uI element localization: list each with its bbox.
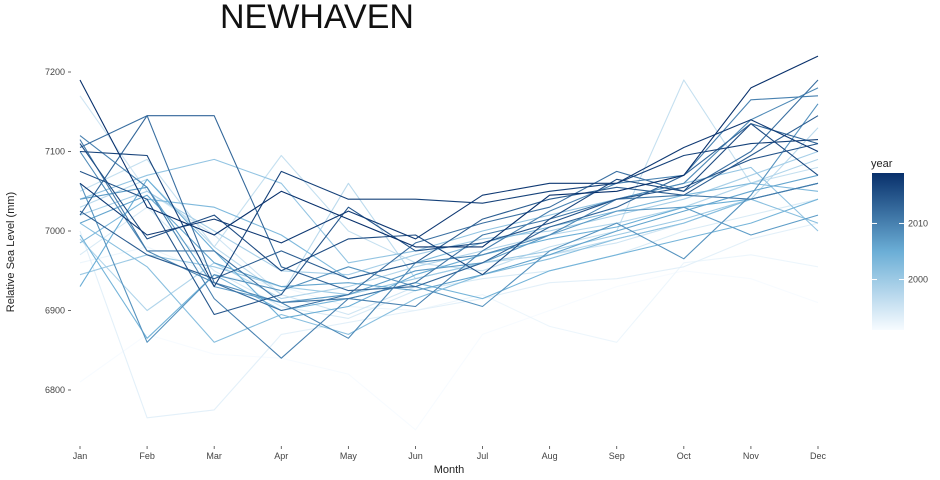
x-tick-label: Feb — [139, 451, 155, 461]
y-tick-label: 6900 — [45, 306, 65, 316]
x-tick-label: Aug — [542, 451, 558, 461]
series-line-2002 — [79, 198, 819, 343]
y-tick-label: 7100 — [45, 147, 65, 157]
series-line-2012 — [79, 79, 819, 312]
series-line-2017 — [79, 139, 819, 288]
x-tick-label: May — [340, 451, 358, 461]
series-line-1996 — [79, 79, 819, 272]
legend-colorbar — [872, 173, 904, 330]
series-line-1991 — [79, 270, 819, 431]
series-line-1999 — [79, 150, 819, 276]
series-line-2011 — [79, 139, 819, 304]
x-tick-label: Sep — [609, 451, 625, 461]
series-lines — [79, 55, 819, 431]
y-tick-label: 6800 — [45, 385, 65, 395]
x-tick-label: Oct — [677, 451, 692, 461]
chart-title: NEWHAVEN — [220, 0, 414, 36]
series-line-1993 — [79, 222, 819, 419]
series-line-2007 — [79, 186, 819, 304]
legend-tick-label: 2010 — [908, 218, 928, 228]
y-axis-title: Relative Sea Level (mm) — [5, 192, 17, 312]
series-line-2009 — [79, 87, 819, 339]
x-axis: Jan Feb Mar Apr May Jun Jul Aug Sep Oct Nov Dec — [73, 446, 827, 461]
series-line-2016 — [79, 123, 819, 276]
x-tick-label: Jun — [408, 451, 423, 461]
x-tick-label: Nov — [743, 451, 760, 461]
series-line-2010 — [79, 95, 819, 359]
series-line-2013 — [79, 115, 819, 292]
series-line-1995 — [79, 95, 819, 316]
series-line-2014 — [79, 115, 819, 280]
y-tick-label: 7200 — [45, 67, 65, 77]
series-line-2019 — [79, 55, 819, 248]
x-tick-label: Jul — [477, 451, 489, 461]
x-tick-label: Apr — [274, 451, 288, 461]
series-line-1998 — [79, 158, 819, 312]
series-line-2018 — [79, 119, 819, 244]
series-line-2005 — [79, 178, 819, 319]
x-tick-label: Mar — [206, 451, 222, 461]
legend-tick-label: 2000 — [908, 275, 928, 285]
legend-title: year — [871, 158, 893, 170]
series-line-2015 — [79, 143, 819, 316]
y-axis: 6800 6900 7000 7100 7200 — [45, 67, 71, 395]
x-tick-label: Jan — [73, 451, 88, 461]
x-tick-label: Dec — [810, 451, 827, 461]
series-line-2006 — [79, 174, 819, 292]
x-axis-title: Month — [434, 464, 465, 476]
series-line-1994 — [79, 198, 819, 319]
series-line-1992 — [79, 246, 819, 343]
y-tick-label: 7000 — [45, 226, 65, 236]
series-line-2003 — [79, 182, 819, 280]
series-line-2008 — [79, 103, 819, 343]
color-legend: year 2000 2010 — [871, 158, 928, 330]
series-line-1997 — [79, 127, 819, 296]
